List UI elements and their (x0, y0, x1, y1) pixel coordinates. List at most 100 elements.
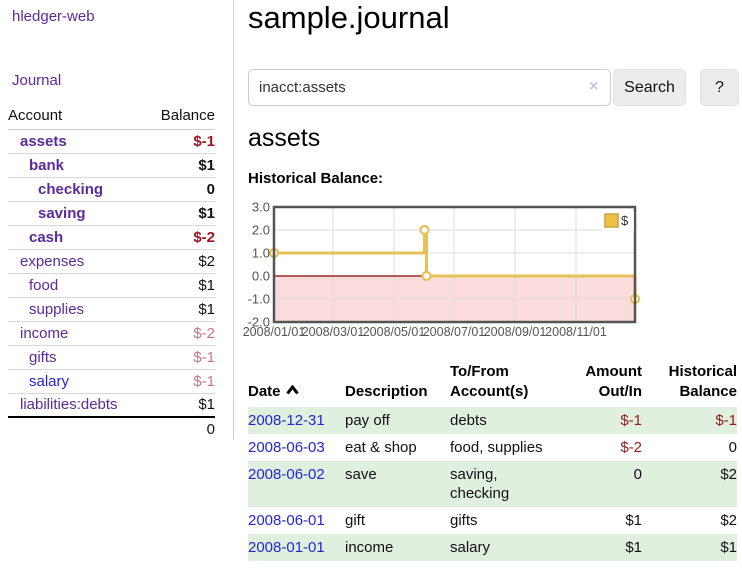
accounts-total-row: 0 (8, 416, 215, 441)
sidebar: hledger-web Journal Account Balance asse… (0, 0, 233, 582)
transaction-accounts: salary (450, 539, 491, 556)
transaction-accounts: food, supplies (450, 439, 543, 456)
svg-text:2.0: 2.0 (252, 223, 270, 238)
accounts-header-account: Account (8, 103, 147, 130)
account-link-expenses[interactable]: expenses (20, 252, 85, 270)
transaction-amount: $-1 (620, 412, 642, 429)
transaction-description: save (345, 466, 377, 483)
account-row: gifts $-1 (8, 345, 215, 370)
svg-text:-1.0: -1.0 (248, 292, 270, 307)
account-link-salary[interactable]: salary (29, 372, 70, 390)
transaction-accounts: debts (450, 412, 487, 429)
sort-ascending-icon (285, 385, 299, 395)
account-link-saving[interactable]: saving (38, 204, 86, 222)
svg-text:1.0: 1.0 (252, 246, 270, 261)
transaction-accounts: gifts (450, 512, 478, 529)
account-link-bank[interactable]: bank (29, 156, 65, 174)
page-title: sample.journal (248, 0, 450, 35)
account-link-checking[interactable]: checking (38, 180, 104, 198)
register-header-amount: Amount Out/In (585, 363, 642, 400)
transaction-date-link[interactable]: 2008-06-03 (248, 439, 325, 456)
svg-text:2008/11/01: 2008/11/01 (545, 325, 607, 339)
svg-text:2008/07/01: 2008/07/01 (423, 325, 486, 339)
transaction-amount: $-2 (620, 439, 642, 456)
account-balance: $1 (146, 201, 215, 226)
transaction-balance: $2 (720, 512, 737, 529)
register-header-date[interactable]: Date (248, 362, 345, 407)
transaction-balance: $-1 (715, 412, 737, 429)
svg-text:2008/09/01: 2008/09/01 (484, 325, 547, 339)
transaction-description: gift (345, 512, 366, 529)
transaction-date-link[interactable]: 2008-01-01 (248, 539, 325, 556)
account-row: cash $-2 (8, 225, 215, 250)
account-balance: $2 (146, 249, 215, 274)
register-header-accounts: To/From Account(s) (450, 363, 529, 400)
account-row: saving $1 (8, 201, 215, 226)
register-table: Date Description To/From Account(s) Amou… (248, 362, 737, 561)
legend-swatch-icon (604, 213, 619, 228)
search-input[interactable] (248, 69, 611, 106)
account-row: supplies $1 (8, 297, 215, 322)
transaction-date-link[interactable]: 2008-06-02 (248, 466, 325, 483)
accounts-total-value: 0 (146, 416, 215, 441)
account-row: food $1 (8, 273, 215, 298)
account-balance: $1 (146, 297, 215, 322)
account-link-liabilities-debts[interactable]: liabilities:debts (20, 396, 118, 414)
account-heading: assets (248, 124, 321, 152)
chart-x-axis-labels: 2008/01/01 2008/03/01 2008/05/01 2008/07… (243, 325, 607, 339)
search-button[interactable]: Search (613, 69, 686, 106)
chart-legend: $ (601, 211, 634, 231)
svg-text:-2.0: -2.0 (248, 315, 270, 330)
register-row: 2008-12-31 pay off debts $-1 $-1 (248, 407, 737, 434)
transaction-date-link[interactable]: 2008-12-31 (248, 412, 325, 429)
chart-plot-border (272, 205, 637, 324)
accounts-table: Account Balance assets $-1 bank $1 check… (8, 103, 215, 441)
main-content: sample.journal × Search ? assets Histori… (243, 0, 742, 582)
svg-text:2008/03/01: 2008/03/01 (302, 325, 365, 339)
account-balance: $-1 (146, 345, 215, 370)
account-row: expenses $2 (8, 249, 215, 274)
transaction-balance: $2 (720, 466, 737, 483)
account-balance: $1 (146, 153, 215, 178)
app-title-link[interactable]: hledger-web (12, 8, 95, 25)
chart-y-axis-labels: 3.0 2.0 1.0 0.0 -1.0 -2.0 (248, 200, 270, 330)
account-link-income[interactable]: income (20, 324, 69, 342)
account-link-supplies[interactable]: supplies (29, 300, 85, 318)
account-balance: $-1 (146, 129, 215, 154)
account-balance: $1 (146, 273, 215, 298)
clear-search-icon[interactable]: × (589, 78, 599, 95)
account-link-cash[interactable]: cash (29, 228, 64, 246)
help-button[interactable]: ? (700, 69, 739, 106)
account-link-assets[interactable]: assets (20, 132, 67, 150)
account-balance: 0 (146, 177, 215, 202)
register-row: 2008-06-01 gift gifts $1 $2 (248, 507, 737, 534)
svg-text:3.0: 3.0 (252, 200, 270, 215)
transaction-balance: $1 (720, 539, 737, 556)
account-row: income $-2 (8, 321, 215, 346)
account-balance: $-2 (146, 321, 215, 346)
account-row: salary $-1 (8, 369, 215, 394)
sidebar-item-journal[interactable]: Journal (12, 72, 62, 89)
account-row: bank $1 (8, 153, 215, 178)
transaction-date-link[interactable]: 2008-06-01 (248, 512, 325, 529)
legend-label: $ (621, 213, 629, 228)
transaction-description: income (345, 539, 394, 556)
svg-text:2008/05/01: 2008/05/01 (363, 325, 426, 339)
account-balance: $-2 (146, 225, 215, 250)
account-link-gifts[interactable]: gifts (29, 348, 57, 366)
sidebar-divider (233, 0, 234, 440)
account-link-food[interactable]: food (29, 276, 59, 294)
transaction-description: pay off (345, 412, 390, 429)
transaction-amount: $1 (625, 539, 642, 556)
historical-balance-chart: $ 3.0 2.0 1.0 0.0 -1.0 -2.0 2008/01/01 2… (243, 200, 641, 339)
svg-text:2008/01/01: 2008/01/01 (243, 325, 306, 339)
register-row: 2008-06-02 save saving, checking 0 $2 (248, 461, 737, 507)
chart-title: Historical Balance: (248, 170, 384, 187)
account-row: liabilities:debts $1 (8, 393, 215, 418)
account-balance: $1 (146, 393, 215, 418)
register-row: 2008-01-01 income salary $1 $1 (248, 534, 737, 561)
accounts-header-balance: Balance (146, 103, 215, 130)
register-row: 2008-06-03 eat & shop food, supplies $-2… (248, 434, 737, 461)
transaction-balance: 0 (728, 439, 737, 456)
